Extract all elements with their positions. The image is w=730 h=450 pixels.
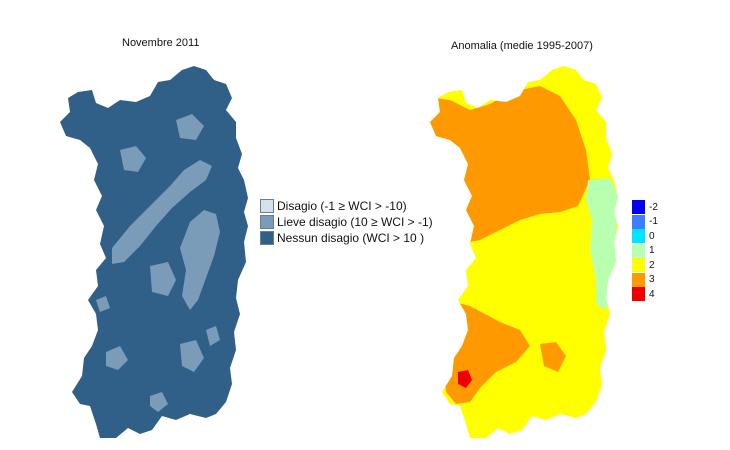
legend-item-minus-1: -1	[632, 214, 658, 230]
left-map-title: Novembre 2011	[122, 37, 200, 49]
legend-item-lieve-disagio: Lieve disagio (10 ≥ WCI > -1)	[260, 214, 433, 229]
legend-swatch-nessun-disagio	[260, 230, 274, 245]
legend-label-1: 1	[649, 245, 655, 257]
legend-label-minus-1: -1	[649, 216, 658, 228]
left-map-legend: Disagio (-1 ≥ WCI > -10) Lieve disagio (…	[260, 198, 433, 246]
legend-item-disagio: Disagio (-1 ≥ WCI > -10)	[260, 198, 433, 213]
legend-swatch-minus-1	[632, 214, 645, 229]
right-map-legend: -2 -1 0 1 2 3 4	[632, 200, 658, 302]
anomaly-area-3-south	[540, 342, 566, 372]
legend-item-minus-2: -2	[632, 200, 658, 215]
right-map-title: Anomalia (medie 1995-2007)	[451, 40, 593, 52]
legend-label-nessun-disagio: Nessun disagio (WCI > 10 )	[277, 230, 425, 245]
legend-label-minus-2: -2	[649, 201, 658, 213]
legend-item-4: 4	[632, 287, 658, 302]
legend-label-0: 0	[649, 230, 655, 242]
left-map-island	[60, 66, 248, 438]
left-map	[60, 66, 248, 438]
legend-label-lieve-disagio: Lieve disagio (10 ≥ WCI > -1)	[277, 214, 433, 229]
legend-swatch-lieve-disagio	[260, 214, 274, 229]
legend-swatch-0	[632, 229, 645, 244]
legend-item-nessun-disagio: Nessun disagio (WCI > 10 )	[260, 230, 433, 245]
legend-item-1: 1	[632, 243, 658, 259]
legend-label-disagio: Disagio (-1 ≥ WCI > -10)	[277, 198, 407, 213]
legend-label-3: 3	[649, 274, 655, 286]
legend-swatch-2	[632, 258, 645, 273]
legend-swatch-minus-2	[632, 200, 645, 215]
legend-swatch-4	[632, 287, 645, 302]
legend-label-4: 4	[649, 288, 655, 300]
legend-label-2: 2	[649, 259, 655, 271]
legend-item-3: 3	[632, 272, 658, 288]
anomaly-area-4	[458, 370, 472, 388]
legend-item-0: 0	[632, 229, 658, 244]
legend-swatch-1	[632, 243, 645, 258]
left-map-lieve-disagio-areas	[96, 114, 220, 412]
legend-swatch-disagio	[260, 198, 274, 213]
legend-swatch-3	[632, 272, 645, 287]
right-map	[430, 66, 618, 438]
legend-item-2: 2	[632, 258, 658, 273]
